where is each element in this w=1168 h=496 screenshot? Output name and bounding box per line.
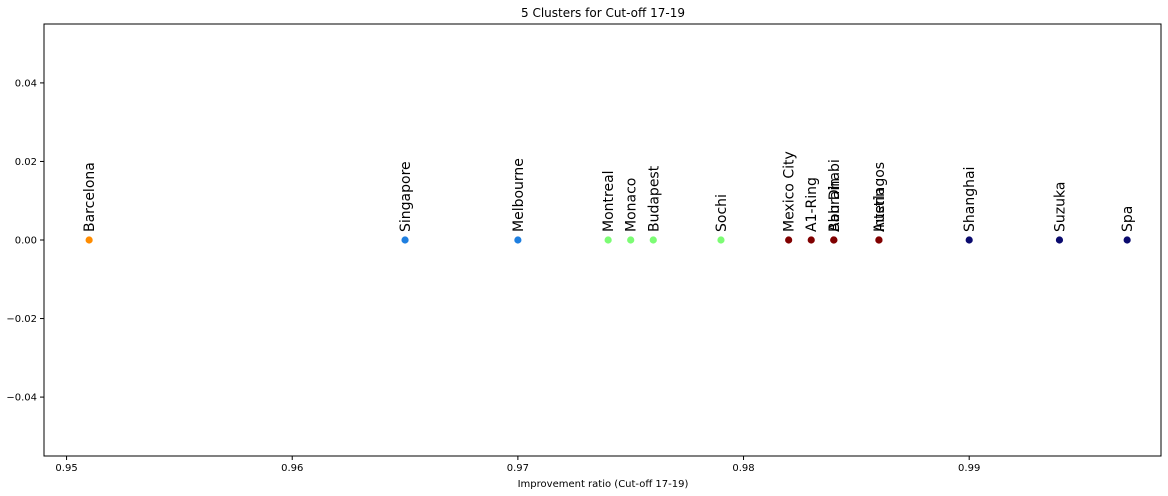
y-tick-label: −0.04 — [6, 393, 37, 404]
data-point — [785, 236, 793, 244]
point-label: Barcelona — [82, 162, 98, 232]
data-point — [830, 236, 838, 244]
point-label: Monaco — [624, 178, 640, 232]
point-label: Interlagos — [872, 162, 888, 232]
y-tick-label: −0.02 — [6, 314, 37, 325]
x-tick-label: 0.96 — [281, 463, 303, 474]
chart-title: 5 Clusters for Cut-off 17-19 — [521, 6, 685, 20]
point-label: Shanghai — [962, 167, 978, 232]
y-tick-label: 0.02 — [15, 157, 37, 168]
data-point — [717, 236, 725, 244]
x-axis-title: Improvement ratio (Cut-off 17-19) — [518, 479, 689, 490]
data-points — [85, 236, 1131, 244]
y-tick-label: 0.00 — [15, 236, 37, 247]
plot-area-frame — [43, 23, 1162, 457]
data-point — [401, 236, 409, 244]
point-label: Austin — [872, 188, 888, 232]
data-point — [514, 236, 522, 244]
data-point — [627, 236, 635, 244]
x-axis: 0.95 0.96 0.97 0.98 0.99 — [55, 456, 980, 474]
point-label: Melbourne — [511, 158, 527, 232]
y-tick-label: 0.04 — [15, 78, 37, 89]
point-label: Singapore — [398, 161, 414, 232]
point-label: Budapest — [646, 165, 662, 232]
point-label: Spa — [1120, 206, 1136, 232]
point-labels: Barcelona Singapore Melbourne Montreal Monac… — [82, 151, 1136, 232]
data-point — [1055, 236, 1064, 244]
data-point — [85, 236, 93, 244]
data-point — [875, 236, 883, 244]
data-point — [649, 236, 657, 244]
data-point — [807, 236, 815, 244]
point-label: Abu Dhabi — [827, 159, 843, 232]
point-label: Suzuka — [1052, 182, 1068, 232]
data-point — [1123, 236, 1131, 244]
x-tick-label: 0.99 — [958, 463, 980, 474]
y-axis: −0.04 −0.02 0.00 0.02 0.04 — [6, 78, 44, 404]
x-tick-label: 0.98 — [732, 463, 754, 474]
point-label: Bahrain — [827, 178, 843, 232]
data-point — [604, 236, 612, 244]
point-label: Sochi — [714, 194, 730, 232]
x-tick-label: 0.95 — [55, 463, 77, 474]
point-label: Montreal — [601, 170, 617, 232]
point-label: A1-Ring — [804, 177, 820, 232]
data-point — [965, 236, 973, 244]
x-tick-label: 0.97 — [507, 463, 529, 474]
point-label: Mexico City — [782, 151, 798, 232]
